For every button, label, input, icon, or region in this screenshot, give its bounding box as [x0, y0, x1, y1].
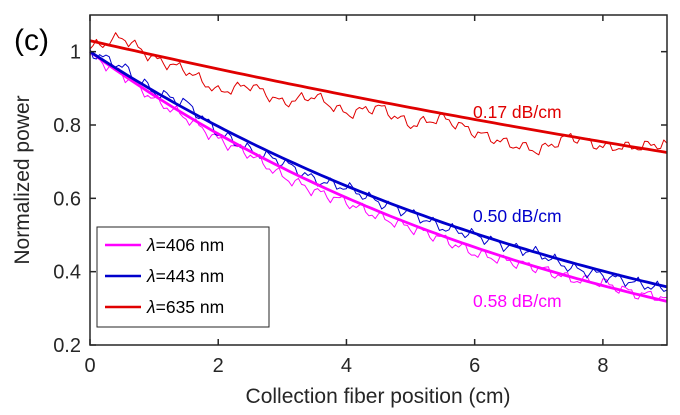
- legend-label-406nm: λ=406 nm: [146, 235, 224, 255]
- y-tick-label: 0.6: [53, 188, 81, 210]
- plot-frame: [89, 14, 668, 346]
- x-tick-label: 8: [597, 355, 608, 377]
- legend-entry-406nm: λ=406 nm: [105, 235, 224, 255]
- y-axis-label: Normalized power: [11, 95, 34, 264]
- y-tick-label: 1: [70, 42, 81, 64]
- annotation-443nm: 0.50 dB/cm: [473, 206, 562, 226]
- legend: λ=406 nm λ=443 nm λ=635 nm: [96, 226, 270, 328]
- measured-line-0: [89, 51, 668, 301]
- y-tick-label: 0.8: [53, 115, 81, 137]
- legend-lambda-635nm: λ: [146, 297, 156, 317]
- legend-lambda-406nm: λ: [146, 235, 156, 255]
- measured-data-layer: [89, 32, 668, 301]
- y-tick-label: 0.4: [53, 262, 81, 284]
- legend-value-635nm: =635 nm: [156, 297, 225, 317]
- measured-line-1: [89, 48, 668, 292]
- legend-lambda-443nm: λ: [146, 266, 156, 286]
- legend-label-635nm: λ=635 nm: [146, 297, 224, 317]
- fit-curve-0: [89, 50, 668, 303]
- x-tick-label: 2: [213, 355, 224, 377]
- ticks-layer: 0 2 4 6 8 0.2 0.4 0.6 0.8 1: [53, 15, 667, 377]
- legend-entry-443nm: λ=443 nm: [105, 266, 224, 286]
- fit-curves-layer: [89, 39, 668, 303]
- x-axis-label: Collection fiber position (cm): [246, 385, 511, 408]
- legend-label-443nm: λ=443 nm: [146, 266, 224, 286]
- fit-curve-1: [89, 50, 668, 289]
- annotation-635nm: 0.17 dB/cm: [473, 102, 562, 122]
- panel-label: (c): [14, 24, 49, 57]
- legend-entry-635nm: λ=635 nm: [105, 297, 224, 317]
- legend-value-443nm: =443 nm: [156, 266, 225, 286]
- annotation-406nm: 0.58 dB/cm: [473, 291, 562, 311]
- legend-value-406nm: =406 nm: [156, 235, 225, 255]
- measured-line-2: [89, 32, 668, 156]
- y-tick-label: 0.2: [53, 335, 81, 357]
- x-tick-label: 6: [469, 355, 480, 377]
- x-tick-label: 4: [341, 355, 352, 377]
- fit-curve-2: [89, 39, 668, 154]
- x-tick-label: 0: [84, 355, 95, 377]
